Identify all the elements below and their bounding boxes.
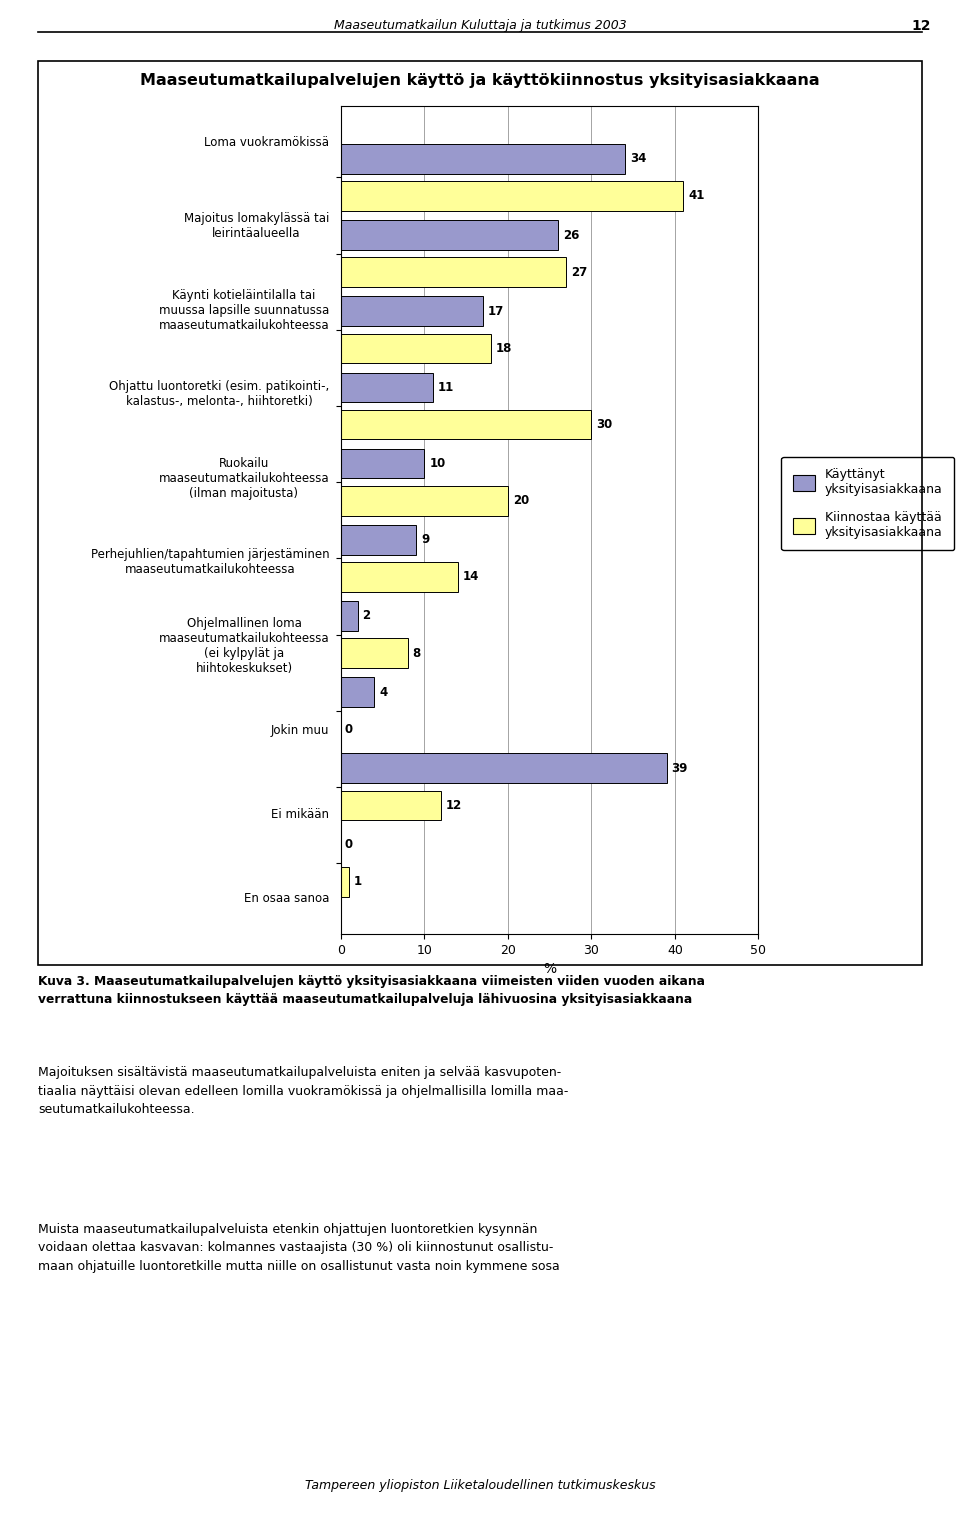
Text: Kuva 3. Maaseutumatkailupalvelujen käyttö yksityisasiakkaana viimeisten viiden v: Kuva 3. Maaseutumatkailupalvelujen käytt… [38,975,706,1006]
Text: 14: 14 [463,571,479,583]
Text: Ohjelmallinen loma
maaseutumatkailukohteessa
(ei kylpylät ja
hiihtokeskukset): Ohjelmallinen loma maaseutumatkailukohte… [158,617,329,676]
Text: Jokin muu: Jokin muu [271,723,329,737]
Text: 4: 4 [379,685,388,699]
Text: 39: 39 [672,763,688,775]
Text: Loma vuokramökissä: Loma vuokramökissä [204,135,329,149]
Text: Tampereen yliopiston Liiketaloudellinen tutkimuskeskus: Tampereen yliopiston Liiketaloudellinen … [304,1478,656,1492]
Text: 20: 20 [513,494,529,507]
Text: 34: 34 [630,152,646,166]
Text: 12: 12 [912,20,931,33]
Bar [341,790,441,820]
Bar [341,562,458,592]
Text: 11: 11 [438,381,454,393]
Text: Muista maaseutumatkailupalveluista etenkin ohjattujen luontoretkien kysynnän
voi: Muista maaseutumatkailupalveluista etenk… [38,1223,560,1273]
Text: 1: 1 [354,875,362,889]
Text: Ruokailu
maaseutumatkailukohteessa
(ilman majoitusta): Ruokailu maaseutumatkailukohteessa (ilma… [158,457,329,500]
Text: 0: 0 [344,723,352,735]
Text: Ohjattu luontoretki (esim. patikointi-,
kalastus-, melonta-, hiihtoretki): Ohjattu luontoretki (esim. patikointi-, … [109,380,329,409]
Bar [341,144,625,173]
Bar [341,448,424,478]
Text: Ei mikään: Ei mikään [272,808,329,820]
Text: 26: 26 [563,228,579,242]
Bar [341,486,508,515]
Bar [341,296,483,327]
Bar [341,753,666,784]
Bar [341,677,374,706]
Text: 30: 30 [596,418,612,431]
Text: En osaa sanoa: En osaa sanoa [244,892,329,905]
Bar [341,220,558,251]
Text: Maaseutumatkailun Kuluttaja ja tutkimus 2003: Maaseutumatkailun Kuluttaja ja tutkimus … [334,20,626,32]
Text: Maaseutumatkailupalvelujen käyttö ja käyttökiinnostus yksityisasiakkaana: Maaseutumatkailupalvelujen käyttö ja käy… [140,73,820,88]
Text: 8: 8 [413,647,420,659]
Bar [341,867,349,896]
Text: Perhejuhlien/tapahtumien järjestäminen
maaseutumatkailukohteessa: Perhejuhlien/tapahtumien järjestäminen m… [90,548,329,576]
Bar [341,372,433,403]
Text: 10: 10 [429,457,445,469]
Bar [341,410,591,439]
Text: 9: 9 [421,533,429,547]
Text: 2: 2 [363,609,371,623]
Text: 27: 27 [571,266,588,278]
Text: Majoituksen sisältävistä maaseutumatkailupalveluista eniten ja selvää kasvupoten: Majoituksen sisältävistä maaseutumatkail… [38,1066,568,1116]
Legend: Käyttänyt
yksityisasiakkaana, Kiinnostaa käyttää
yksityisasiakkaana: Käyttänyt yksityisasiakkaana, Kiinnostaa… [781,457,954,550]
Bar [341,257,566,287]
Bar [341,602,357,630]
Text: 41: 41 [688,190,705,202]
Text: 12: 12 [446,799,463,813]
Text: 0: 0 [344,838,352,851]
Bar [341,526,416,554]
Text: Käynti kotieläintilalla tai
muussa lapsille suunnatussa
maaseutumatkailukohteess: Käynti kotieläintilalla tai muussa lapsi… [158,289,329,331]
Text: 17: 17 [488,305,504,317]
Bar [341,181,684,211]
Text: Majoitus lomakylässä tai
leirintäalueella: Majoitus lomakylässä tai leirintäalueell… [184,213,329,240]
Bar [341,638,408,668]
Text: 18: 18 [496,342,513,355]
X-axis label: %: % [543,963,556,977]
Bar [341,334,492,363]
